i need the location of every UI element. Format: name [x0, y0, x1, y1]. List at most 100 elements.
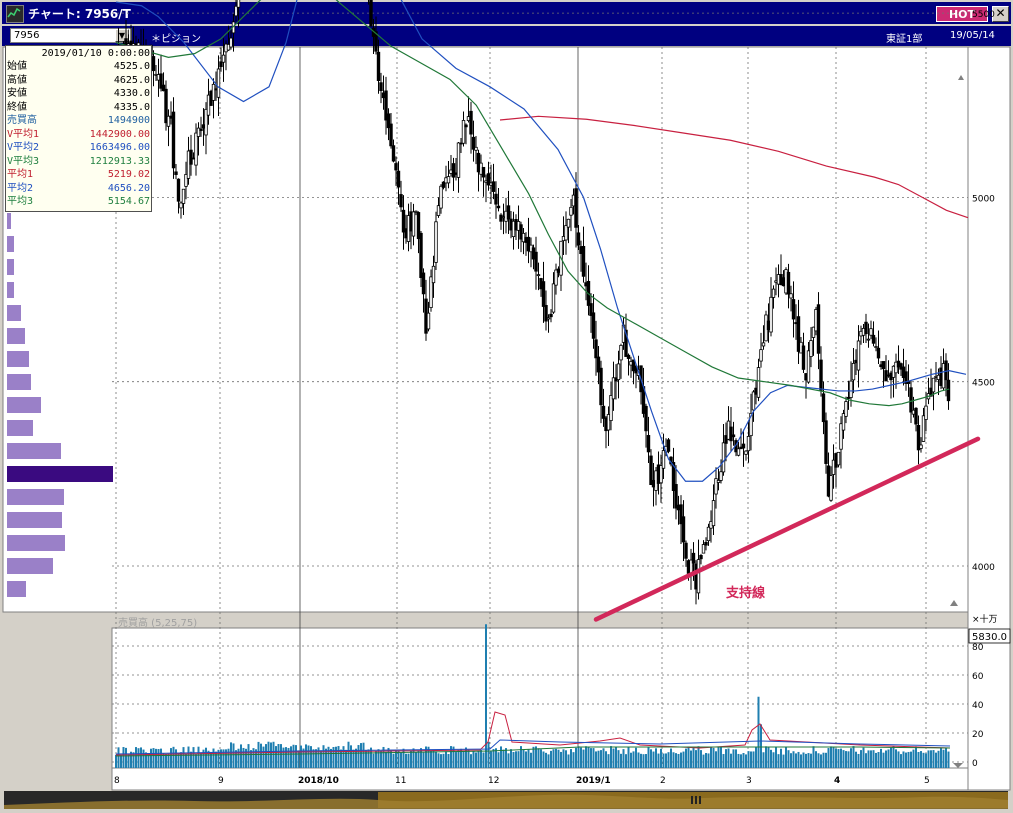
candle-body [681, 516, 686, 543]
info-label: 売買高 [7, 115, 37, 126]
candle-body [631, 359, 636, 372]
volume-bar [330, 748, 332, 768]
volume-bar [310, 746, 312, 768]
scroll-up-icon[interactable] [958, 75, 964, 80]
volume-bar [440, 754, 442, 768]
volume-bar [387, 747, 390, 768]
candle-body [711, 500, 716, 527]
volume-profile-bar [7, 374, 31, 390]
volume-bar [770, 749, 772, 768]
volume-bar [165, 754, 167, 768]
volume-unit: ×十万 [972, 613, 998, 625]
volume-bar [160, 748, 162, 768]
company-name: ＊ピジョン [151, 34, 201, 45]
volume-ma1-line [115, 711, 951, 756]
volume-bar [365, 750, 367, 768]
volume-bar [750, 751, 752, 768]
volume-profile-bar [7, 420, 33, 436]
volume-bar [842, 750, 845, 768]
candle-body [721, 442, 726, 473]
volume-bar [470, 754, 472, 768]
volume-bar [280, 744, 282, 768]
volume-bar [600, 750, 602, 768]
volume-bar [277, 744, 280, 768]
volume-bar [477, 751, 480, 768]
volume-bar [940, 747, 942, 768]
volume-bar [782, 754, 785, 768]
volume-bar [695, 750, 697, 768]
volume-bar [895, 749, 897, 768]
volume-bar [917, 752, 920, 768]
timeline-scrollbar[interactable] [4, 791, 1008, 809]
volume-bar [410, 750, 412, 768]
candle-body [184, 174, 188, 187]
close-button[interactable]: ✕ [992, 6, 1009, 22]
info-label: 高値 [7, 74, 27, 86]
candle-body [391, 145, 396, 162]
price-tick-label: 5500 [972, 10, 995, 20]
volume-bar [252, 748, 255, 768]
volume-bar [680, 752, 682, 768]
volume-bar [415, 752, 417, 768]
volume-bar [432, 749, 435, 768]
volume-bar [817, 753, 820, 768]
x-tick-label: 5 [924, 776, 930, 786]
volume-bar [672, 752, 675, 768]
candle-body [189, 149, 193, 165]
info-row: V平均2 1663496.00 [7, 141, 150, 154]
volume-bar [115, 754, 117, 768]
volume-bar [907, 751, 910, 768]
volume-bar [730, 753, 732, 768]
volume-bar [170, 748, 172, 768]
candle-body [719, 471, 723, 481]
x-tick-label: 4 [834, 776, 840, 786]
volume-bar [475, 752, 477, 768]
volume-bar [430, 750, 432, 768]
candle-body [426, 312, 431, 330]
scroll-down-icon[interactable] [953, 763, 963, 768]
volume-bar [495, 748, 497, 768]
volume-bar [265, 744, 267, 768]
candle-body [496, 205, 501, 209]
volume-bar [932, 750, 935, 768]
volume-ma2-line [115, 739, 951, 755]
volume-panel[interactable] [111, 627, 969, 769]
volume-bar [335, 746, 337, 768]
candle-body [589, 303, 593, 316]
volume-bar [540, 749, 542, 768]
volume-bar [295, 745, 297, 768]
chart-app-icon [6, 5, 24, 23]
candle-body [569, 206, 573, 216]
volume-profile-bar [7, 466, 113, 482]
volume-bar [850, 748, 852, 768]
volume-bar [315, 749, 317, 768]
x-tick-label: 2 [660, 776, 666, 786]
volume-bar [617, 750, 620, 768]
candles[interactable] [114, 0, 951, 605]
volume-bar [610, 746, 612, 768]
info-value: 1663496.00 [89, 142, 150, 153]
x-tick-label: 2018/10 [298, 776, 339, 786]
candle-body [791, 299, 796, 320]
volume-bars[interactable] [115, 624, 950, 768]
ma3-line [115, 0, 950, 407]
candle-body [544, 305, 548, 322]
volume-bar [317, 747, 320, 768]
volume-bar [325, 748, 327, 768]
symbol-input[interactable]: 7956 [10, 28, 132, 43]
volume-bar [517, 751, 520, 768]
volume-bar [767, 747, 770, 768]
volume-bar [342, 746, 345, 768]
candle-body [564, 225, 568, 241]
volume-bar [227, 748, 230, 768]
volume-bar [232, 743, 235, 768]
candle-body [394, 163, 398, 171]
candle-body [824, 420, 828, 464]
volume-bar [677, 753, 680, 768]
candle-body [919, 444, 923, 449]
candle-body [384, 90, 388, 121]
volume-bar [887, 749, 890, 768]
scroll-up-icon[interactable] [950, 600, 958, 606]
hot-button[interactable]: HOT [936, 6, 988, 22]
